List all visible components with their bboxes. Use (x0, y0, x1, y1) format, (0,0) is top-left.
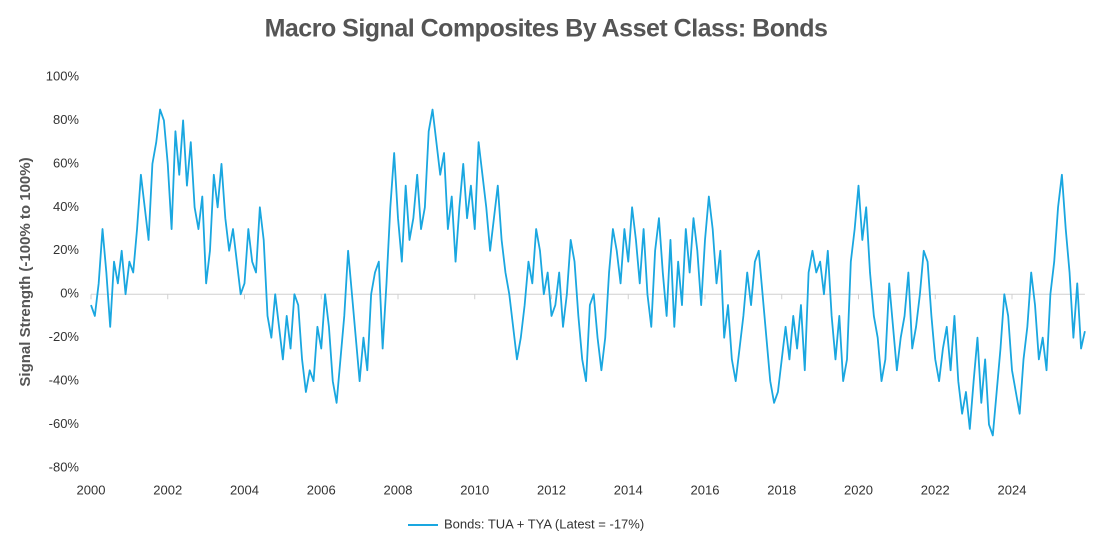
series-line (90, 108, 1086, 437)
legend-label: Bonds: TUA + TYA (Latest = -17%) (444, 516, 644, 531)
y-tick-label: 20% (53, 242, 79, 257)
y-tick-label: 100% (46, 68, 80, 83)
x-tick-label: 2006 (307, 482, 336, 497)
x-tick-label: 2020 (844, 482, 873, 497)
y-tick-label: -60% (49, 416, 80, 431)
x-tick-label: 2022 (921, 482, 950, 497)
x-tick-label: 2016 (691, 482, 720, 497)
y-tick-label: 60% (53, 155, 79, 170)
x-tick-label: 2010 (460, 482, 489, 497)
y-axis-label: Signal Strength (-100% to 100%) (17, 157, 34, 386)
y-tick-label: 0% (60, 286, 79, 301)
x-tick-label: 2018 (767, 482, 796, 497)
y-tick-label: 40% (53, 199, 79, 214)
chart-title: Macro Signal Composites By Asset Class: … (265, 15, 828, 43)
y-tick-label: -20% (49, 329, 80, 344)
y-tick-label: -80% (49, 459, 80, 474)
x-tick-label: 2008 (384, 482, 413, 497)
x-tick-label: 2012 (537, 482, 566, 497)
x-tick-label: 2014 (614, 482, 643, 497)
y-tick-label: 80% (53, 112, 79, 127)
x-tick-label: 2024 (998, 482, 1027, 497)
x-tick-label: 2000 (77, 482, 106, 497)
x-tick-label: 2004 (230, 482, 259, 497)
x-tick-label: 2002 (153, 482, 182, 497)
y-tick-label: -40% (49, 373, 80, 388)
